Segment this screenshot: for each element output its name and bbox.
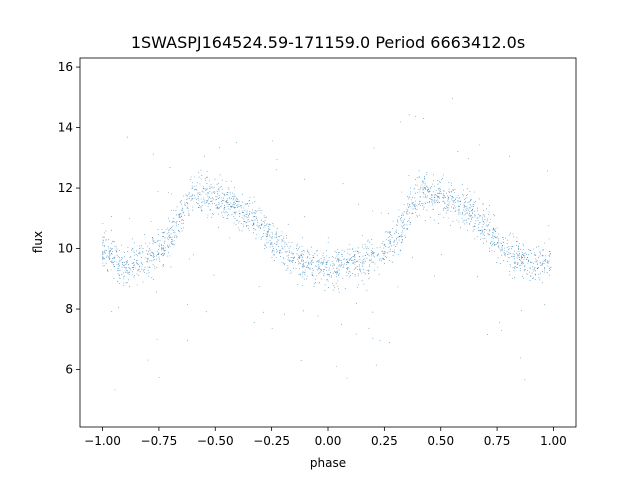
x-tick-label: −1.00 [84,434,121,448]
x-tick-label: −0.25 [253,434,290,448]
x-axis-label: phase [310,456,346,470]
chart-title: 1SWASPJ164524.59-171159.0 Period 6663412… [131,33,525,52]
y-tick-label: 6 [65,363,73,377]
x-tick-label: 0.75 [484,434,511,448]
y-tick-label: 14 [58,121,73,135]
y-tick-label: 10 [58,242,73,256]
x-tick-label: −0.75 [141,434,178,448]
y-axis-label: flux [31,231,45,253]
x-tick-label: 0.25 [371,434,398,448]
scatter-point-cloud [102,98,552,391]
y-tick-label: 8 [65,302,73,316]
x-axis: −1.00 −0.75 −0.50 −0.25 0.00 0.25 0.50 0.75 1.00 [84,427,567,448]
x-tick-label: −0.50 [197,434,234,448]
x-tick-label: 0.00 [315,434,342,448]
y-tick-label: 16 [58,60,73,74]
x-tick-label: 0.50 [427,434,454,448]
x-tick-label: 1.00 [540,434,567,448]
y-tick-label: 12 [58,181,73,195]
y-axis: 6 8 10 12 14 16 [58,60,80,377]
data-points [102,98,552,391]
